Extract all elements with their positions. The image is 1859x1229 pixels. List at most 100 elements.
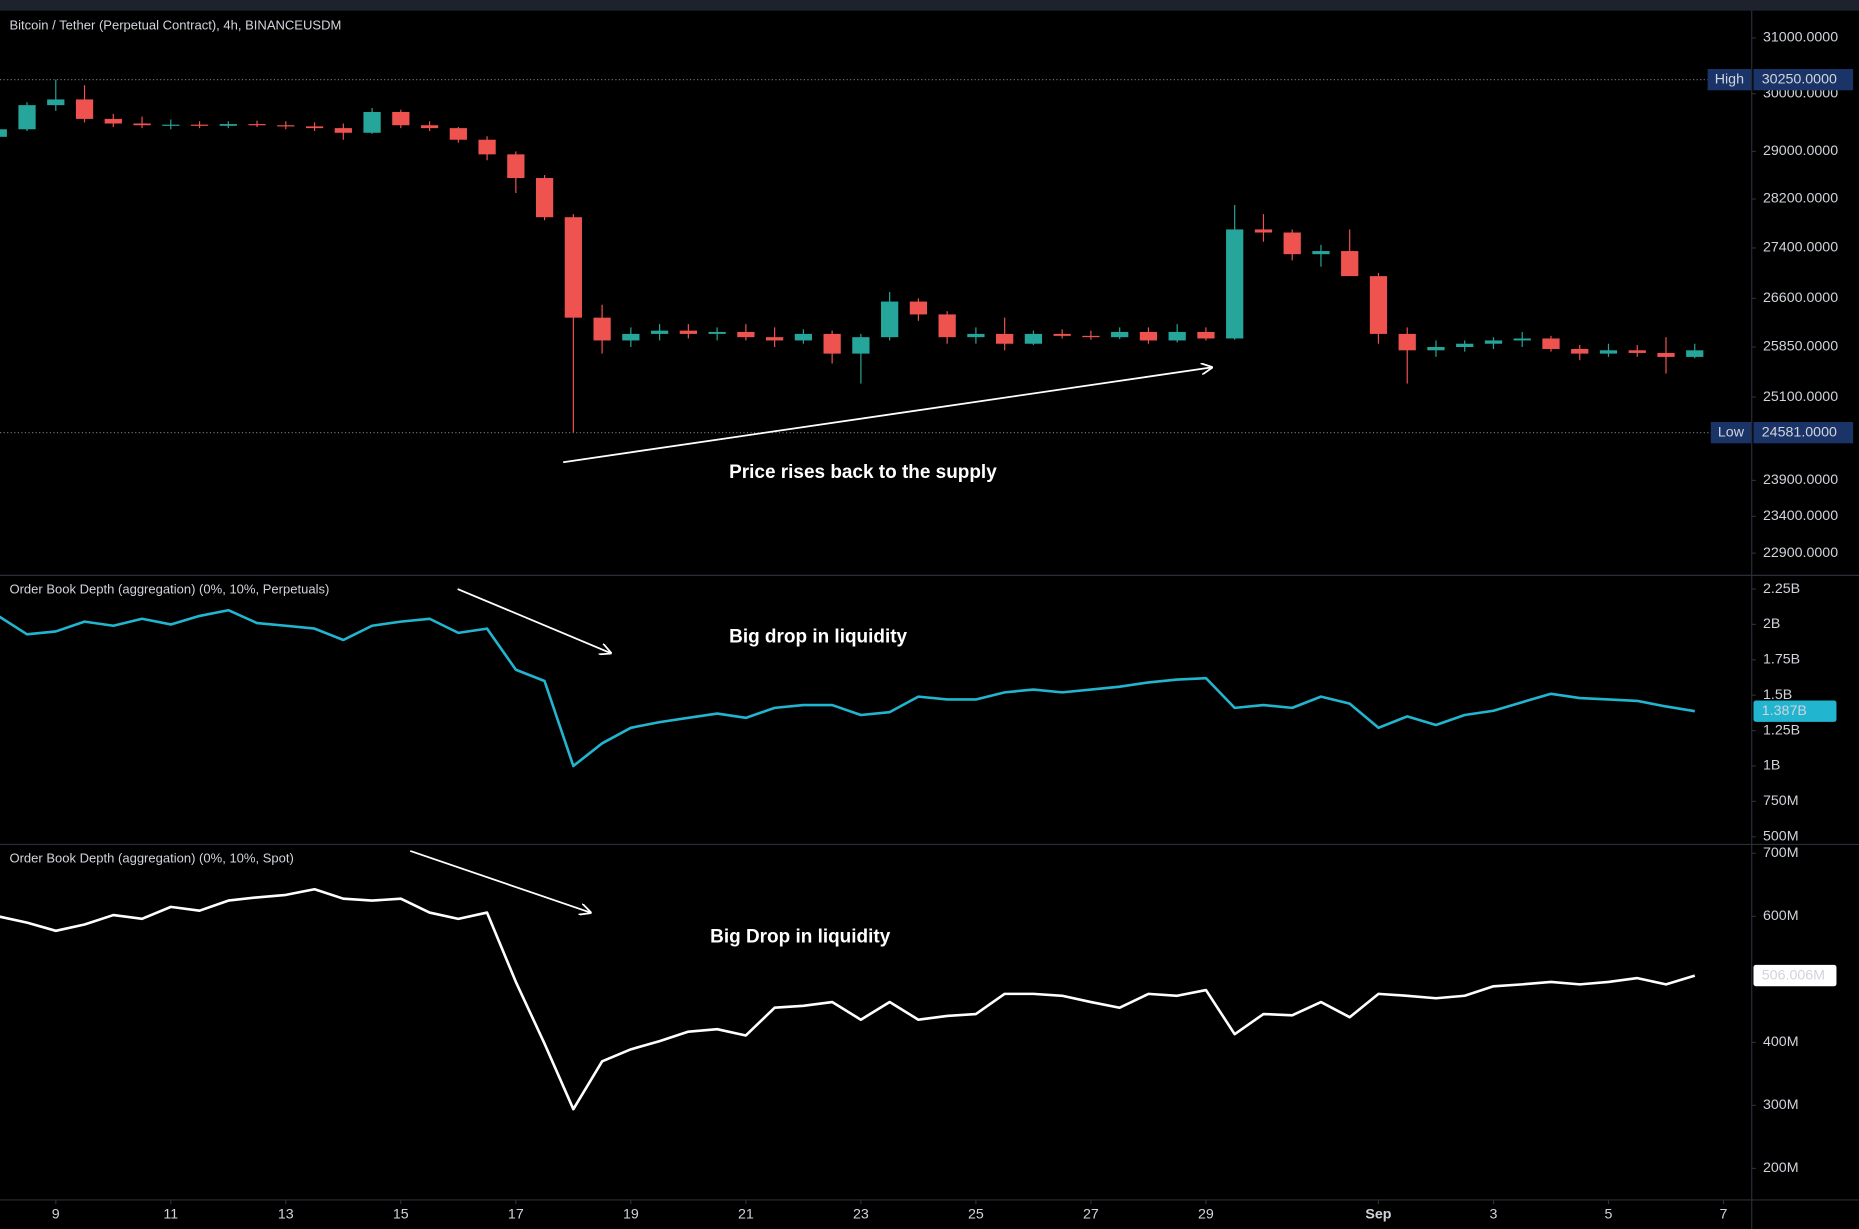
y-tick-label: 700M: [1763, 845, 1799, 861]
pane: [0, 887, 1696, 1111]
last-value-box: [1753, 964, 1837, 987]
y-tick-label: 500M: [1763, 828, 1799, 844]
arrow: [457, 588, 611, 653]
plot-layer: 31000.000030000.000029000.000028200.0000…: [0, 30, 1854, 1223]
candle-body: [1628, 350, 1646, 353]
candle-body: [104, 118, 122, 124]
candle-body: [766, 337, 784, 341]
y-tick-label: 1.75B: [1763, 652, 1800, 668]
candle-body: [1571, 348, 1589, 354]
candle-body: [248, 124, 266, 126]
candle-body: [708, 331, 726, 334]
x-tick-label: Sep: [1365, 1207, 1391, 1223]
x-tick-label: 29: [1198, 1207, 1214, 1223]
candle-body: [507, 154, 525, 179]
candle-body: [420, 125, 439, 129]
candle-body: [823, 333, 841, 354]
candle-body: [1053, 333, 1071, 336]
candle-body: [1686, 350, 1704, 357]
candle-body: [0, 129, 7, 137]
y-tick-label: 400M: [1763, 1034, 1799, 1050]
x-tick-label: 9: [52, 1207, 60, 1223]
arrow: [563, 367, 1212, 464]
candle-body: [650, 330, 669, 334]
candle-body: [1657, 352, 1675, 357]
candle-body: [392, 112, 410, 126]
y-tick-label: 300M: [1763, 1097, 1799, 1113]
depth-line: [0, 608, 1696, 768]
y-tick-label: 23900.0000: [1763, 472, 1838, 488]
pane-title: Order Book Depth (aggregation) (0%, 10%,…: [9, 582, 329, 597]
last-value-box: [1753, 700, 1837, 722]
y-tick-label: 1.5B: [1763, 687, 1792, 703]
x-tick-label: 23: [853, 1207, 869, 1223]
candle-body: [478, 139, 496, 155]
candle-body: [1283, 232, 1301, 255]
candle-body: [622, 333, 640, 341]
candle-body: [852, 337, 870, 354]
chart-title: Bitcoin / Tether (Perpetual Contract), 4…: [9, 18, 341, 33]
arrow: [409, 850, 590, 913]
candle-body: [679, 330, 697, 334]
candle-body: [277, 125, 295, 127]
y-tick-label: 2.25B: [1763, 581, 1800, 597]
candle-body: [1341, 251, 1359, 277]
y-tick-label: 27400.0000: [1763, 240, 1838, 256]
y-tick-label: 31000.0000: [1763, 30, 1838, 46]
extreme-name-box: [1710, 421, 1752, 444]
candle-body: [909, 301, 928, 315]
candle-body: [305, 126, 324, 129]
candle-body: [535, 178, 554, 218]
x-tick-label: 5: [1605, 1207, 1613, 1223]
top-bar: [0, 0, 1859, 11]
extreme-value-box: [1753, 68, 1854, 91]
pane: [0, 608, 1696, 768]
y-tick-label: 2B: [1763, 616, 1780, 632]
y-tick-label: 750M: [1763, 793, 1799, 809]
candle-body: [133, 123, 151, 126]
candle-body: [219, 124, 237, 126]
candle-body: [334, 128, 352, 133]
extreme-value: 30250.0000: [1762, 71, 1837, 87]
y-tick-label: 23400.0000: [1763, 508, 1838, 524]
x-tick-label: 11: [163, 1207, 178, 1223]
extreme-value: 24581.0000: [1762, 424, 1837, 440]
candle-body: [47, 99, 65, 106]
candle-body: [1111, 331, 1129, 338]
candle-body: [737, 331, 755, 338]
y-tick-label: 600M: [1763, 908, 1799, 924]
y-tick-label: 1B: [1763, 758, 1780, 774]
last-value-label: 506.006M: [1762, 967, 1825, 983]
x-tick-label: 19: [623, 1207, 639, 1223]
y-tick-label: 28200.0000: [1763, 191, 1838, 207]
candle-body: [1513, 338, 1531, 341]
x-tick-label: 7: [1720, 1207, 1728, 1223]
candle-body: [1168, 331, 1186, 341]
candle-body: [1369, 276, 1388, 334]
extreme-name: Low: [1718, 424, 1745, 440]
candle-body: [1599, 350, 1618, 354]
candle-body: [1312, 251, 1330, 255]
candle-body: [75, 99, 94, 119]
candle-body: [162, 124, 180, 126]
y-tick-label: 26600.0000: [1763, 290, 1838, 306]
y-tick-label: 25850.0000: [1763, 339, 1838, 355]
annotation: Big drop in liquidity: [729, 627, 907, 648]
x-tick-label: 13: [278, 1207, 294, 1223]
x-tick-label: 25: [968, 1207, 984, 1223]
annotation: Price rises back to the supply: [729, 462, 997, 483]
candle-body: [1484, 340, 1503, 344]
candle-body: [794, 333, 813, 341]
candle-body: [1139, 331, 1158, 341]
candle-body: [967, 333, 985, 338]
y-tick-label: 22900.0000: [1763, 545, 1838, 561]
candle-body: [1024, 333, 1043, 344]
candle-body: [593, 317, 611, 341]
annotation: Big Drop in liquidity: [710, 926, 891, 947]
y-tick-label: 200M: [1763, 1160, 1799, 1176]
candle-body: [564, 217, 582, 318]
candle-body: [190, 124, 209, 126]
